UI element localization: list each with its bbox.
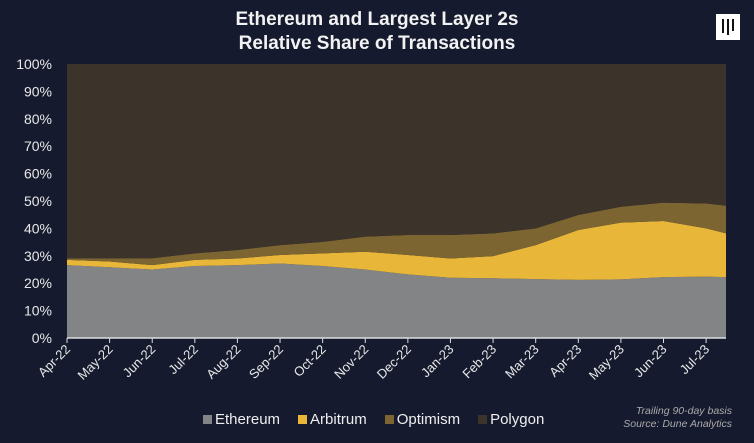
x-tick-label: Mar-23 (502, 342, 542, 382)
x-tick-label: Jun-22 (120, 342, 159, 381)
x-tick-label: Nov-22 (331, 342, 371, 382)
x-tick-label: Apr-22 (35, 342, 73, 380)
y-tick-label: 50% (24, 193, 52, 209)
x-tick-label: Jul-23 (677, 342, 713, 378)
legend-label: Optimism (396, 411, 461, 428)
x-tick-label: May-22 (74, 342, 115, 383)
legend-swatch (384, 415, 394, 424)
y-tick-label: 30% (24, 248, 52, 264)
x-tick-label: Dec-22 (374, 342, 414, 382)
title-line: Ethereum and Largest Layer 2s (235, 9, 519, 30)
y-tick-label: 70% (24, 138, 52, 154)
y-tick-label: 20% (24, 275, 52, 291)
subtitle-line: Relative Share of Transactions (238, 33, 516, 54)
source-note: Trailing 90-day basis Source: Dune Analy… (623, 405, 732, 431)
area-arbitrum (67, 221, 726, 280)
legend-label: Polygon (490, 411, 545, 428)
y-tick-label: 80% (24, 111, 52, 127)
x-tick-label: Apr-23 (546, 342, 584, 380)
y-tick-label: 40% (24, 220, 52, 236)
chart-title: Ethereum and Largest Layer 2s Relative S… (0, 8, 754, 56)
legend-swatch (298, 415, 308, 424)
source-credit: Source: Dune Analytics (623, 418, 732, 430)
area-polygon (67, 64, 726, 259)
legend-swatch (478, 415, 488, 424)
basis-note: Trailing 90-day basis (635, 405, 732, 417)
x-tick-label: Jun-23 (631, 342, 670, 381)
brand-logo-icon (716, 14, 740, 40)
y-tick-label: 100% (16, 56, 52, 72)
y-tick-label: 90% (24, 83, 52, 99)
area-optimism (67, 202, 726, 266)
x-tick-label: Aug-22 (203, 342, 243, 382)
legend-item-ethereum: Ethereum (203, 411, 280, 428)
legend-item-optimism: Optimism (384, 411, 461, 428)
y-tick-label: 60% (24, 166, 52, 182)
area-ethereum (67, 263, 726, 338)
legend-item-arbitrum: Arbitrum (298, 411, 367, 428)
x-tick-label: Sep-22 (246, 342, 286, 382)
legend-swatch (203, 415, 212, 424)
x-tick-label: Feb-23 (459, 342, 499, 382)
x-tick-label: May-23 (586, 342, 627, 383)
y-tick-label: 0% (32, 330, 52, 346)
legend: Ethereum Arbitrum Optimism Polygon (203, 411, 544, 428)
x-tick-label: Oct-22 (291, 342, 329, 380)
y-tick-label: 10% (24, 303, 52, 319)
legend-label: Ethereum (215, 411, 281, 428)
x-tick-label: Jul-22 (165, 342, 201, 378)
legend-label: Arbitrum (310, 411, 367, 428)
legend-item-polygon: Polygon (478, 411, 544, 428)
x-tick-label: Jan-23 (418, 342, 457, 381)
